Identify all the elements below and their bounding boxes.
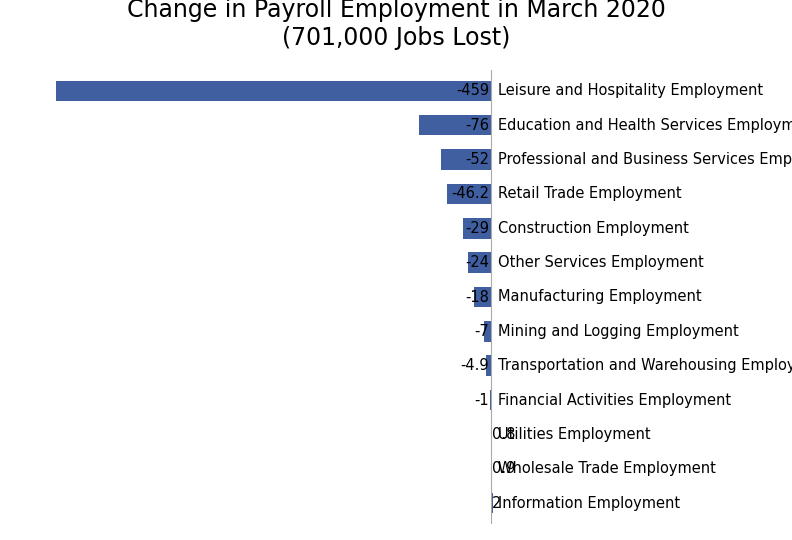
Text: -52: -52 (465, 152, 489, 167)
Text: -4.9: -4.9 (461, 358, 489, 373)
Bar (489, 390, 491, 410)
Bar (463, 218, 491, 239)
Text: Professional and Business Services Employment: Professional and Business Services Emplo… (498, 152, 792, 167)
Text: -18: -18 (466, 289, 489, 305)
Text: Wholesale Trade Employment: Wholesale Trade Employment (498, 461, 716, 476)
Text: Financial Activities Employment: Financial Activities Employment (498, 393, 731, 408)
Text: Retail Trade Employment: Retail Trade Employment (498, 186, 682, 201)
Text: Transportation and Warehousing Employment: Transportation and Warehousing Employmen… (498, 358, 792, 373)
Text: 2: 2 (492, 496, 501, 511)
Bar (419, 115, 491, 136)
Text: Utilities Employment: Utilities Employment (498, 427, 651, 442)
Bar (447, 184, 491, 204)
Text: Construction Employment: Construction Employment (498, 221, 689, 236)
Text: -24: -24 (465, 255, 489, 270)
Text: Leisure and Hospitality Employment: Leisure and Hospitality Employment (498, 83, 763, 98)
Text: 0.8: 0.8 (492, 427, 516, 442)
Text: -29: -29 (465, 221, 489, 236)
Text: Manufacturing Employment: Manufacturing Employment (498, 289, 702, 305)
Bar (491, 458, 492, 479)
Text: Other Services Employment: Other Services Employment (498, 255, 704, 270)
Bar (56, 80, 491, 101)
Text: Mining and Logging Employment: Mining and Logging Employment (498, 324, 739, 339)
Title: Change in Payroll Employment in March 2020
(701,000 Jobs Lost): Change in Payroll Employment in March 20… (127, 0, 665, 50)
Bar (468, 252, 491, 273)
Text: -46.2: -46.2 (451, 186, 489, 201)
Text: Education and Health Services Employment: Education and Health Services Employment (498, 118, 792, 133)
Bar (484, 321, 491, 342)
Text: -76: -76 (465, 118, 489, 133)
Text: -459: -459 (456, 83, 489, 98)
Text: Information Employment: Information Employment (498, 496, 680, 511)
Text: -1: -1 (474, 393, 489, 408)
Bar (441, 149, 491, 170)
Text: -7: -7 (474, 324, 489, 339)
Bar (474, 287, 491, 307)
Bar (486, 355, 491, 376)
Text: 0.9: 0.9 (492, 461, 516, 476)
Bar (491, 493, 493, 514)
